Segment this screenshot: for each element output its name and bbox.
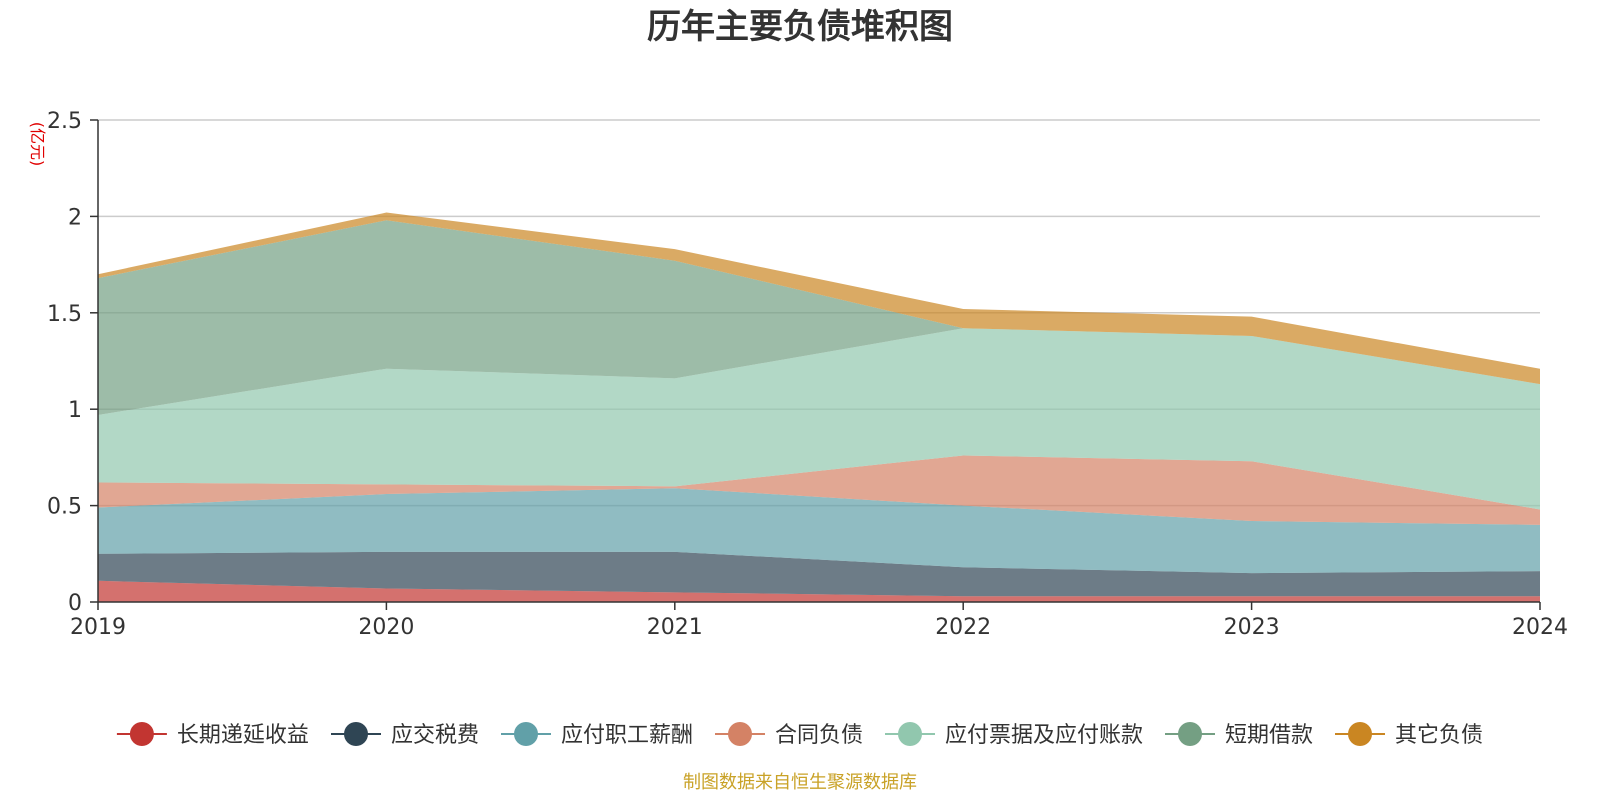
x-tick-label-5: 2024: [1512, 615, 1568, 640]
x-tick-label-4: 2023: [1224, 615, 1280, 640]
legend-item-0[interactable]: 长期递延收益: [116, 722, 309, 748]
y-tick-label-3: 1.5: [47, 302, 82, 327]
chart-title: 历年主要负债堆积图: [647, 7, 953, 47]
y-tick-label-4: 2: [68, 205, 82, 230]
legend-label: 合同负债: [775, 723, 863, 748]
y-tick-label-1: 0.5: [47, 495, 82, 520]
legend-item-4[interactable]: 应付票据及应付账款: [885, 722, 1143, 748]
legend-marker-icon: [344, 722, 368, 746]
legend-item-1[interactable]: 应交税费: [331, 722, 479, 748]
area-series-3: [98, 455, 1540, 525]
area-series-5: [98, 220, 1540, 415]
x-tick-label-0: 2019: [70, 615, 126, 640]
legend-item-5[interactable]: 短期借款: [1165, 722, 1313, 748]
legend: 长期递延收益 应交税费 应付职工薪酬 合同负债 应付票据及应付账款 短期借款 其它负债: [116, 722, 1483, 748]
legend-item-6[interactable]: 其它负债: [1335, 722, 1483, 748]
legend-marker-icon: [514, 722, 538, 746]
legend-item-2[interactable]: 应付职工薪酬: [501, 722, 693, 748]
legend-marker-icon: [728, 722, 752, 746]
legend-marker-icon: [1348, 722, 1372, 746]
legend-label: 应付票据及应付账款: [945, 723, 1143, 748]
y-tick-label-0: 0: [68, 591, 82, 616]
y-tick-label-5: 2.5: [47, 109, 82, 134]
x-tick-label-3: 2022: [935, 615, 991, 640]
legend-label: 其它负债: [1395, 723, 1483, 748]
area-series-2: [98, 488, 1540, 574]
y-tick-label-2: 1: [68, 398, 82, 423]
legend-label: 短期借款: [1225, 723, 1313, 748]
legend-marker-icon: [898, 722, 922, 746]
y-axis-unit-label: (亿元): [28, 122, 47, 167]
data-source-note: 制图数据来自恒生聚源数据库: [683, 772, 917, 793]
legend-label: 长期递延收益: [177, 723, 309, 748]
area-series-0: [98, 580, 1540, 602]
legend-item-3[interactable]: 合同负债: [715, 722, 863, 748]
legend-marker-icon: [1178, 722, 1202, 746]
area-series-4: [98, 328, 1540, 510]
area-series-1: [98, 551, 1540, 597]
x-tick-label-2: 2021: [647, 615, 703, 640]
axes: 0 0.5 1 1.5 2 2.5 2019 2020 2021 2022 2023 2024: [47, 109, 1568, 640]
legend-marker-icon: [129, 722, 154, 746]
legend-label: 应付职工薪酬: [561, 723, 693, 748]
x-tick-label-1: 2020: [358, 615, 414, 640]
area-series-layer: [98, 212, 1540, 602]
legend-label: 应交税费: [391, 723, 479, 748]
